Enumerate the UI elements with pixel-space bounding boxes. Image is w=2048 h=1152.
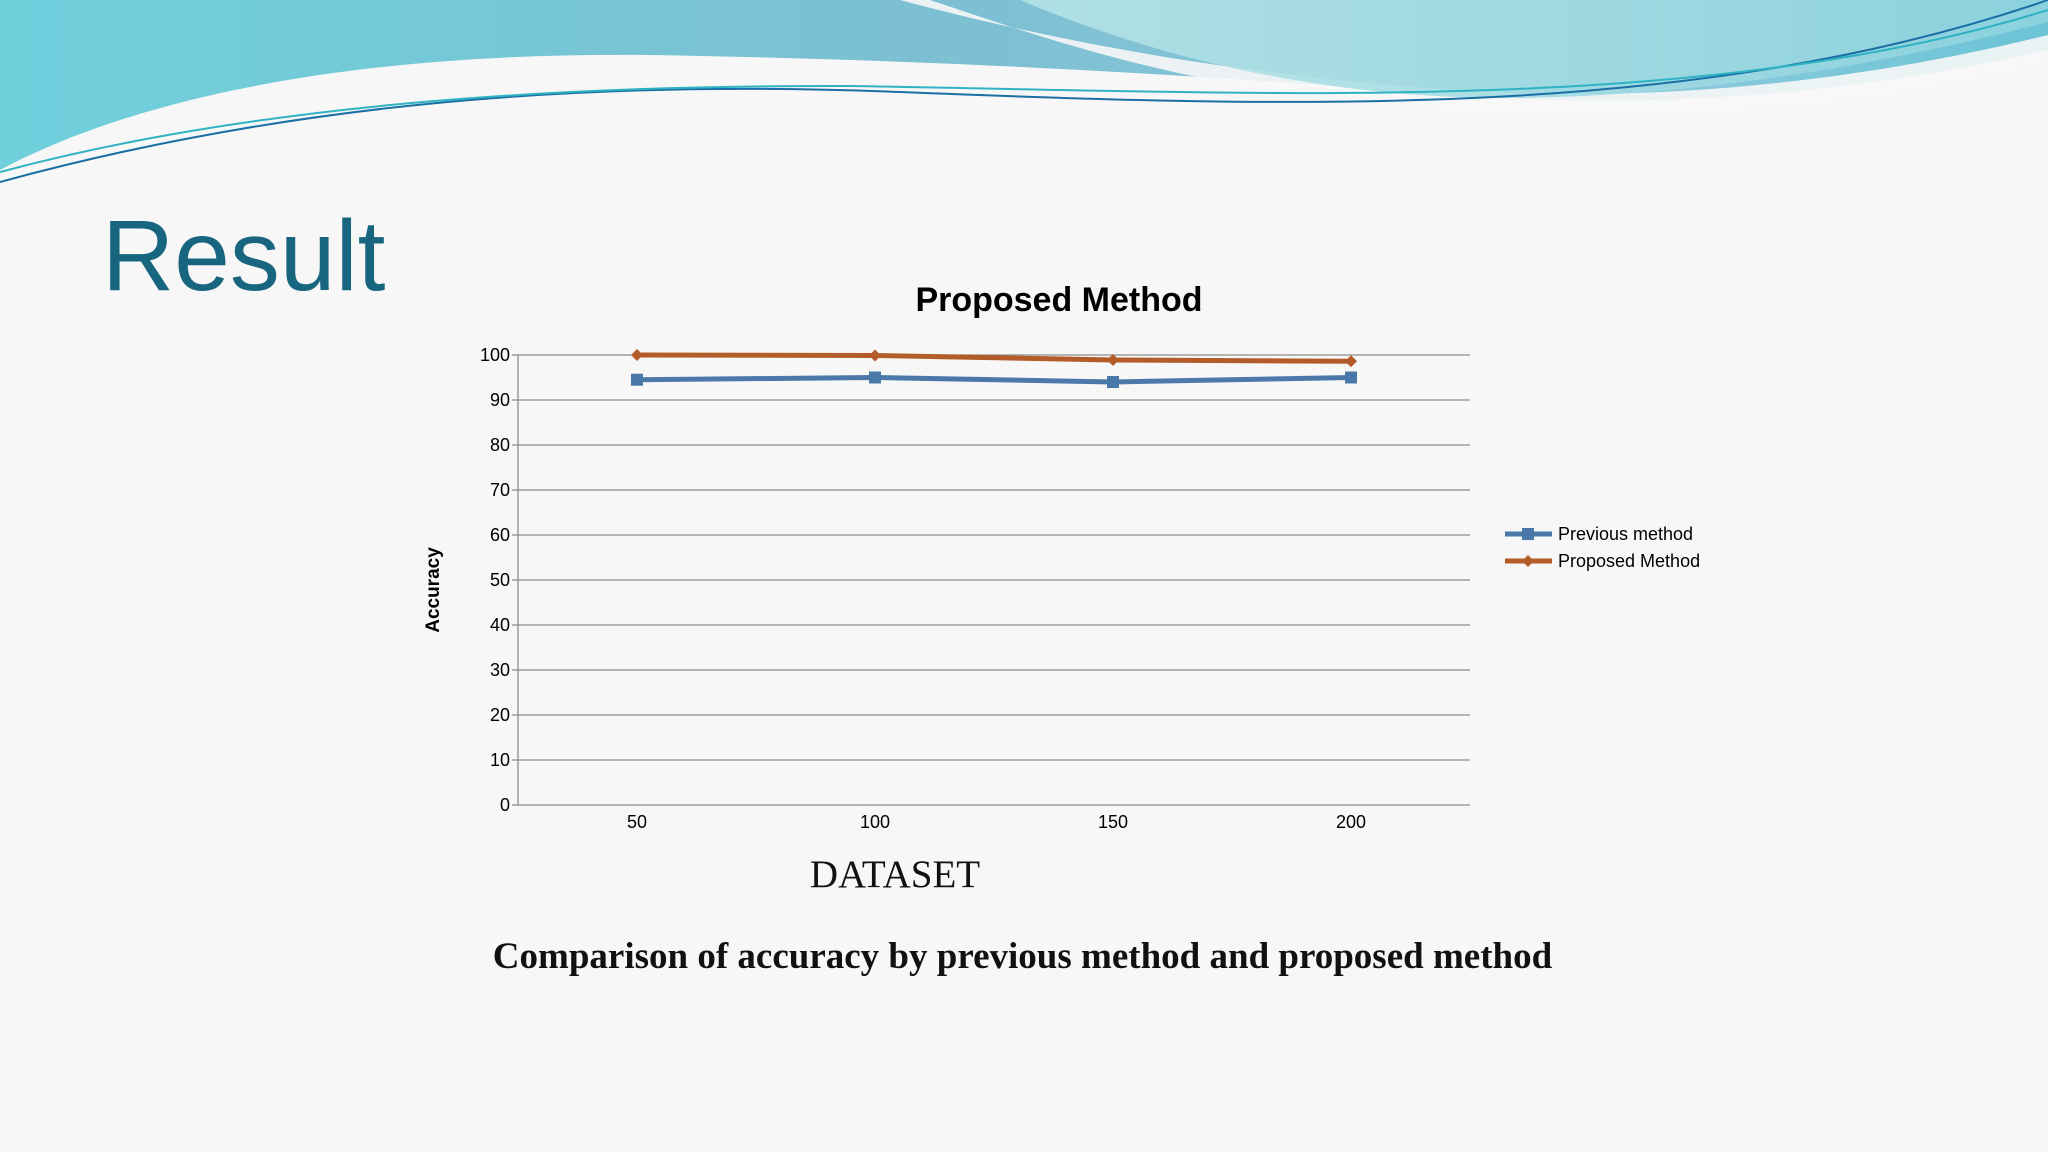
y-tick-label: 90 (490, 390, 510, 410)
legend-label: Proposed Method (1558, 551, 1700, 571)
series-line-proposed-method (636, 352, 1352, 364)
data-point (1107, 353, 1119, 366)
legend-label: Previous method (1558, 524, 1693, 544)
legend-marker (1522, 555, 1534, 567)
y-tick-label: 70 (490, 480, 510, 500)
x-axis-tick-labels: 50 100 150 200 (627, 812, 1366, 832)
x-tick-label: 200 (1336, 812, 1366, 832)
gridlines (512, 354, 1470, 806)
wave-line-2 (0, 9, 2048, 173)
data-point (869, 371, 881, 384)
y-tick-label: 50 (490, 570, 510, 590)
wave-shape-white-band (900, 0, 2048, 115)
y-tick-label: 20 (490, 705, 510, 725)
legend-marker (1522, 528, 1534, 540)
x-tick-label: 50 (627, 812, 647, 832)
dataset-label: DATASET (809, 853, 981, 896)
legend: Previous method Proposed Method (1505, 524, 1700, 571)
y-axis-tick-labels: 0 10 20 30 40 50 60 70 80 90 100 (480, 345, 510, 815)
y-tick-label: 30 (490, 660, 510, 680)
series-line-previous-method (636, 375, 1352, 385)
y-tick-label: 60 (490, 525, 510, 545)
y-tick-label: 10 (490, 750, 510, 770)
wave-shape-light (1020, 0, 2048, 99)
wave-line-1 (0, 0, 2048, 183)
y-tick-label: 0 (500, 795, 510, 815)
data-point (869, 349, 881, 362)
series-lines (631, 349, 1357, 388)
y-axis-label: Accuracy (423, 547, 444, 633)
data-point (631, 373, 643, 386)
decorative-wave-banner (0, 0, 2048, 183)
slide-title: Result (102, 200, 386, 312)
data-point (1107, 376, 1119, 388)
y-tick-label: 80 (490, 435, 510, 455)
data-point (1345, 371, 1357, 384)
y-tick-label: 100 (480, 345, 510, 365)
data-point (1345, 355, 1357, 368)
figure-caption: Comparison of accuracy by previous metho… (492, 936, 1553, 977)
x-tick-label: 100 (860, 812, 890, 832)
x-tick-label: 150 (1098, 812, 1128, 832)
chart-title: Proposed Method (915, 281, 1202, 319)
y-tick-label: 40 (490, 615, 510, 635)
data-point (631, 349, 643, 361)
